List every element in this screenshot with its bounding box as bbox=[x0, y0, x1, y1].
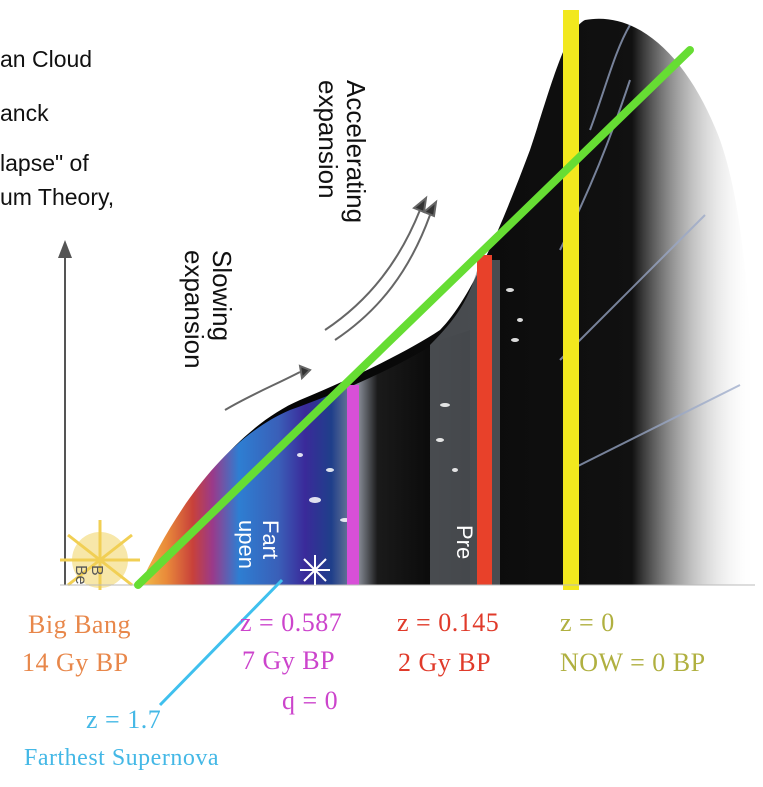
top-text-line-2: anck bbox=[0, 100, 49, 127]
slowing-label: Slowing expansion bbox=[180, 250, 236, 369]
slowing-line-2: expansion bbox=[180, 250, 208, 369]
now-label: NOW = 0 BP bbox=[560, 648, 706, 678]
farthest-fragment-2: upen bbox=[234, 520, 258, 569]
big-bang-label: Big Bang bbox=[28, 610, 131, 640]
z0-bar bbox=[563, 10, 579, 590]
z0145-age-label: 2 Gy BP bbox=[398, 648, 491, 678]
bigbang-fragment-1: B bbox=[88, 565, 104, 585]
axis-arrow bbox=[58, 240, 72, 585]
farthest-fragment-1: Fart bbox=[258, 520, 282, 569]
top-text-line-4: um Theory, bbox=[0, 184, 114, 211]
z0-label: z = 0 bbox=[560, 608, 615, 638]
slowing-line-1: Slowing bbox=[208, 250, 236, 369]
z17-label: z = 1.7 bbox=[86, 705, 161, 735]
accelerating-line-2: expansion bbox=[314, 80, 342, 223]
bigbang-fragment-2: Be bbox=[72, 565, 88, 585]
z0145-label: z = 0.145 bbox=[397, 608, 499, 638]
accelerating-line-1: Accelerating bbox=[342, 80, 370, 223]
z0587-label: z = 0.587 bbox=[240, 608, 342, 638]
z0145-bar bbox=[477, 255, 492, 585]
z0587-age-label: 7 Gy BP bbox=[242, 646, 335, 676]
accelerating-label: Accelerating expansion bbox=[314, 80, 370, 223]
present-fragment-label: Pre bbox=[450, 525, 478, 559]
farthest-fragment-label: Fart upen bbox=[234, 520, 282, 569]
bigbang-fragment-label: B Be bbox=[72, 565, 104, 585]
top-text-line-3: lapse" of bbox=[0, 150, 89, 177]
top-text-line-1: an Cloud bbox=[0, 46, 92, 73]
farthest-supernova-line bbox=[160, 580, 282, 705]
supernova-star bbox=[300, 555, 330, 585]
z0587-q-label: q = 0 bbox=[282, 686, 338, 716]
farthest-supernova-label: Farthest Supernova bbox=[24, 745, 219, 772]
big-bang-age-label: 14 Gy BP bbox=[22, 648, 129, 678]
z0587-bar bbox=[347, 385, 359, 585]
